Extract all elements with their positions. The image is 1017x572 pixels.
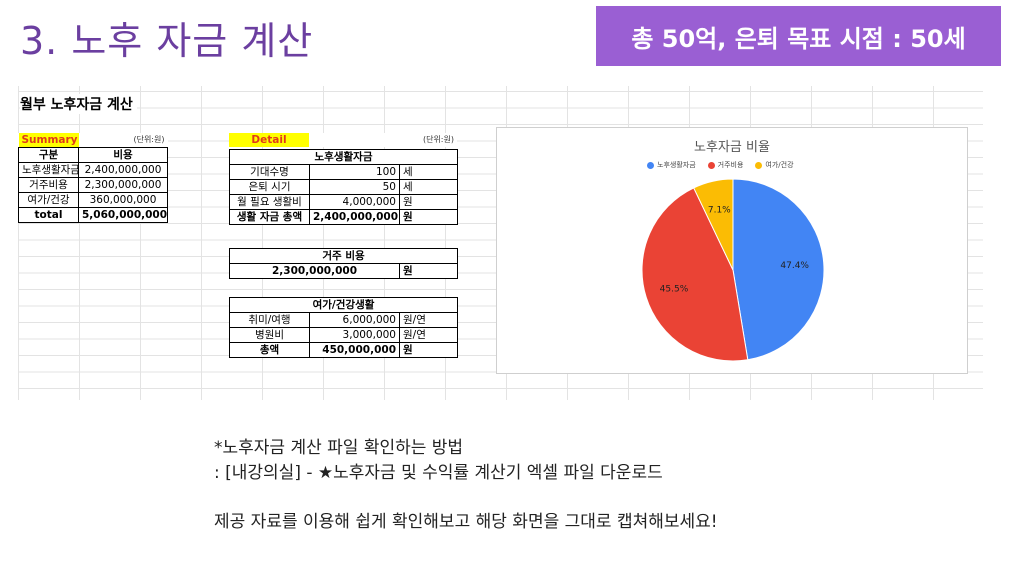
summary-col-label: 구분: [18, 147, 79, 163]
legend-item: 여가/건강: [755, 160, 794, 170]
summary-row-value: 2,300,000,000: [78, 177, 168, 193]
pie-data-label: 7.1%: [708, 206, 731, 216]
living-total-label: 생활 자금 총액: [229, 209, 310, 225]
leisure-row-label: 병원비: [229, 327, 310, 343]
summary-table: Summary (단위:원) 구분 비용 노후생활자금 2,400,000,00…: [18, 133, 168, 223]
legend-swatch: [707, 161, 715, 169]
note-line-2: : [내강의실] - ★노후자금 및 수익률 계산기 엑셀 파일 다운로드: [214, 463, 663, 483]
summary-total-label: total: [18, 207, 79, 223]
living-row-unit: 원: [399, 194, 458, 210]
detail-header: Detail: [229, 133, 309, 147]
legend-item: 거주비용: [707, 160, 744, 170]
detail-unit: (단위:원): [422, 135, 454, 144]
living-row-value: 4,000,000: [309, 194, 400, 210]
legend-label: 노후생활자금: [657, 161, 696, 169]
pie-chart-panel: 노후자금 비율 노후생활자금 거주비용 여가/건강 47.4% 45.5% 7.1%: [496, 127, 968, 374]
pie-slice-3: [693, 178, 734, 271]
note-line-1: *노후자금 계산 파일 확인하는 방법: [214, 438, 464, 458]
leisure-row-unit: 원/연: [398, 312, 459, 328]
chart-title: 노후자금 비율: [694, 140, 770, 155]
legend-label: 거주비용: [717, 161, 744, 169]
living-row-unit: 세: [399, 164, 458, 180]
sheet-title: 월부 노후자금 계산: [20, 94, 137, 114]
housing-value: 2,300,000,000: [229, 263, 400, 279]
pie-slice-1: [732, 178, 825, 361]
leisure-total-label: 총액: [229, 342, 310, 358]
summary-row-label: 거주비용: [18, 177, 79, 193]
leisure-total-value: 450,000,000: [309, 342, 400, 358]
instructions: *노후자금 계산 파일 확인하는 방법 : [내강의실] - ★노후자금 및 수…: [214, 436, 718, 535]
pie-chart: 47.4% 45.5% 7.1%: [641, 178, 825, 362]
chart-legend: 노후생활자금 거주비용 여가/건강: [647, 160, 794, 170]
summary-header: Summary: [18, 133, 79, 148]
legend-swatch: [755, 161, 763, 169]
leisure-row-value: 3,000,000: [309, 327, 400, 343]
housing-unit: 원: [398, 263, 459, 279]
leisure-row-value: 6,000,000: [309, 312, 400, 328]
living-total-value: 2,400,000,000: [309, 209, 400, 225]
summary-row-value: 2,400,000,000: [78, 162, 168, 178]
note-line-3: 제공 자료를 이용해 쉽게 확인해보고 해당 화면을 그대로 캡쳐해보세요!: [214, 512, 718, 532]
leisure-table: 여가/건강생활 취미/여행 6,000,000 원/연 병원비 3,000,00…: [228, 297, 459, 358]
leisure-row-unit: 원/연: [398, 327, 459, 343]
living-row-label: 은퇴 시기: [229, 179, 310, 195]
living-fund-table: 노후생활자금 기대수명 100 세 은퇴 시기 50 세 월 필요 생활비 4,…: [229, 149, 458, 225]
living-row-value: 50: [309, 179, 400, 195]
summary-unit: (단위:원): [133, 135, 165, 144]
pie-data-label: 45.5%: [660, 285, 689, 295]
pie-slice-2: [641, 187, 749, 362]
legend-swatch: [647, 161, 654, 169]
housing-table: 거주 비용 2,300,000,000 원: [228, 248, 459, 279]
pie-data-label: 47.4%: [780, 261, 809, 271]
summary-row-label: 노후생활자금: [18, 162, 79, 178]
summary-col-value: 비용: [78, 147, 168, 163]
living-row-unit: 세: [399, 179, 458, 195]
living-row-value: 100: [309, 164, 400, 180]
legend-item: 노후생활자금: [647, 160, 696, 170]
living-total-unit: 원: [399, 209, 458, 225]
leisure-title: 여가/건강생활: [228, 297, 459, 313]
spreadsheet-screenshot: 월부 노후자금 계산 Summary (단위:원) 구분 비용 노후생활자금 2…: [18, 86, 983, 400]
summary-row-value: 360,000,000: [78, 192, 168, 208]
living-row-label: 월 필요 생활비: [229, 194, 310, 210]
slide-title: 3. 노후 자금 계산: [20, 19, 314, 63]
living-fund-title: 노후생활자금: [229, 149, 458, 165]
legend-label: 여가/건강: [765, 161, 794, 169]
living-row-label: 기대수명: [229, 164, 310, 180]
summary-total-value: 5,060,000,000: [78, 207, 168, 223]
housing-title: 거주 비용: [228, 248, 459, 264]
summary-row-label: 여가/건강: [18, 192, 79, 208]
leisure-row-label: 취미/여행: [229, 312, 310, 328]
detail-header-row: Detail (단위:원): [229, 133, 457, 147]
leisure-total-unit: 원: [398, 342, 459, 358]
goal-banner: 총 50억, 은퇴 목표 시점 : 50세: [596, 6, 1001, 66]
